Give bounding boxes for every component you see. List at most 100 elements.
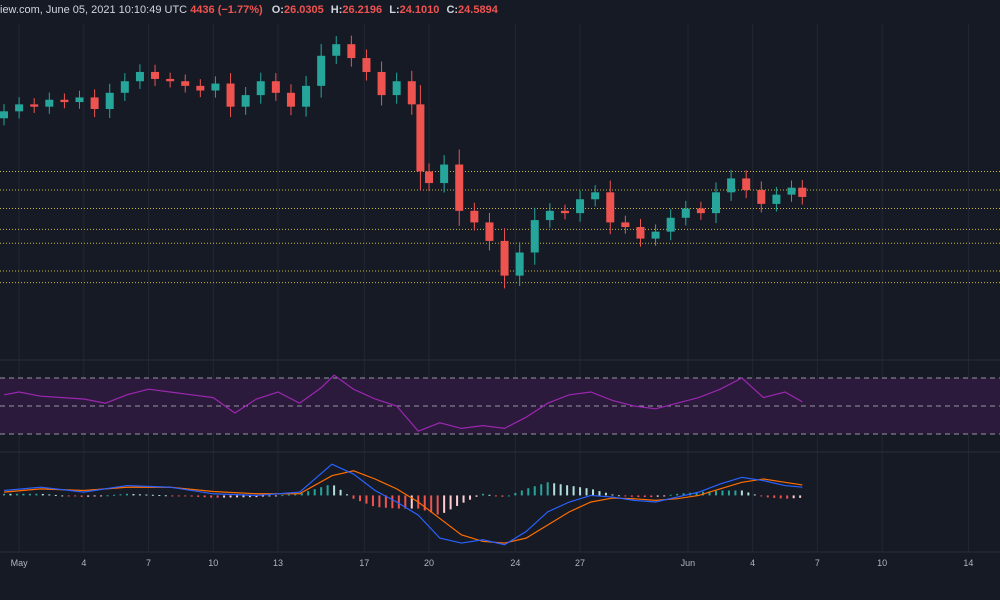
macd-histogram-bar <box>669 494 672 496</box>
candle[interactable] <box>560 204 569 220</box>
candle[interactable] <box>798 180 807 205</box>
candle[interactable] <box>651 224 660 246</box>
macd-histogram-bar <box>449 495 452 510</box>
candle[interactable] <box>416 85 425 191</box>
candle[interactable] <box>470 202 479 231</box>
macd-histogram-bar <box>100 495 103 497</box>
candle-body <box>560 210 569 214</box>
candle[interactable] <box>45 92 54 114</box>
candle[interactable] <box>742 170 751 199</box>
macd-histogram-bar <box>158 495 161 497</box>
candle[interactable] <box>317 43 326 98</box>
candle[interactable] <box>135 64 144 89</box>
candle[interactable] <box>787 180 796 202</box>
macd-line[interactable] <box>3 463 803 546</box>
macd-histogram-bar <box>779 495 782 499</box>
candle[interactable] <box>377 61 386 106</box>
macd-histogram-bar <box>475 495 478 497</box>
macd-histogram-bar <box>792 495 795 499</box>
candle[interactable] <box>727 169 736 201</box>
signal-line[interactable] <box>3 470 803 544</box>
candle[interactable] <box>621 215 630 234</box>
candle-body <box>90 97 99 109</box>
candle[interactable] <box>392 72 401 104</box>
candle[interactable] <box>772 186 781 212</box>
candle[interactable] <box>286 84 295 116</box>
rsi-line[interactable] <box>3 374 803 432</box>
macd-histogram-bar <box>384 495 387 508</box>
x-tick-label: 14 <box>963 558 973 568</box>
macd-histogram-bar <box>371 495 374 507</box>
macd-panel[interactable] <box>3 463 803 546</box>
macd-histogram-bar <box>656 495 659 497</box>
candle[interactable] <box>485 212 494 251</box>
macd-histogram-bar <box>190 495 193 497</box>
candle[interactable] <box>666 209 675 241</box>
candle[interactable] <box>332 36 341 64</box>
macd-histogram-bar <box>572 486 575 496</box>
candle[interactable] <box>711 182 720 224</box>
candle[interactable] <box>530 207 539 265</box>
candle[interactable] <box>407 70 416 115</box>
x-tick-label: 13 <box>273 558 283 568</box>
candle[interactable] <box>166 72 175 88</box>
candle[interactable] <box>440 155 449 193</box>
candle[interactable] <box>696 201 705 220</box>
candle[interactable] <box>60 93 69 109</box>
candle[interactable] <box>181 74 190 93</box>
candle[interactable] <box>576 190 585 222</box>
macd-histogram-bar <box>682 493 685 496</box>
rsi-panel[interactable] <box>0 374 1000 435</box>
candle-body <box>696 208 705 214</box>
macd-histogram-bar <box>300 493 303 496</box>
candle[interactable] <box>196 79 205 98</box>
candle[interactable] <box>226 73 235 118</box>
candle[interactable] <box>362 49 371 81</box>
candle[interactable] <box>211 76 220 98</box>
candle[interactable] <box>120 73 129 101</box>
candle[interactable] <box>455 149 464 226</box>
macd-histogram-bar <box>268 495 271 497</box>
candle[interactable] <box>151 64 160 87</box>
candle[interactable] <box>681 200 690 226</box>
candle[interactable] <box>271 73 280 101</box>
candle[interactable] <box>757 181 766 213</box>
macd-histogram-bar <box>132 494 135 496</box>
macd-histogram-bar <box>630 495 633 497</box>
macd-histogram-bar <box>566 485 569 496</box>
candle-body <box>651 231 660 239</box>
price-panel[interactable] <box>0 35 1000 289</box>
macd-histogram-bar <box>15 493 18 496</box>
candle[interactable] <box>606 180 615 235</box>
macd-histogram-bar <box>520 490 523 496</box>
macd-histogram-bar <box>559 484 562 496</box>
macd-histogram-bar <box>753 494 756 496</box>
candle[interactable] <box>636 218 645 247</box>
candle[interactable] <box>256 72 265 104</box>
macd-histogram-bar <box>210 495 213 498</box>
candle[interactable] <box>241 87 250 115</box>
candle[interactable] <box>90 89 99 118</box>
candle[interactable] <box>302 75 311 117</box>
candle[interactable] <box>105 83 114 119</box>
candle[interactable] <box>347 35 356 67</box>
candle[interactable] <box>30 98 39 113</box>
candle-body <box>798 187 807 197</box>
macd-histogram-bar <box>507 495 510 497</box>
candle[interactable] <box>515 242 524 287</box>
candle[interactable] <box>0 104 8 126</box>
candle[interactable] <box>75 90 84 109</box>
macd-histogram-bar <box>138 494 141 496</box>
candle[interactable] <box>545 203 554 228</box>
candle-body <box>485 222 494 241</box>
macd-histogram-bar <box>443 495 446 513</box>
candle[interactable] <box>15 97 24 119</box>
candle-body <box>362 58 371 72</box>
candle[interactable] <box>591 185 600 207</box>
candle-body <box>151 71 160 79</box>
candle[interactable] <box>500 228 509 289</box>
macd-histogram-bar <box>727 490 730 496</box>
macd-histogram-bar <box>391 495 394 509</box>
candle[interactable] <box>425 163 434 192</box>
